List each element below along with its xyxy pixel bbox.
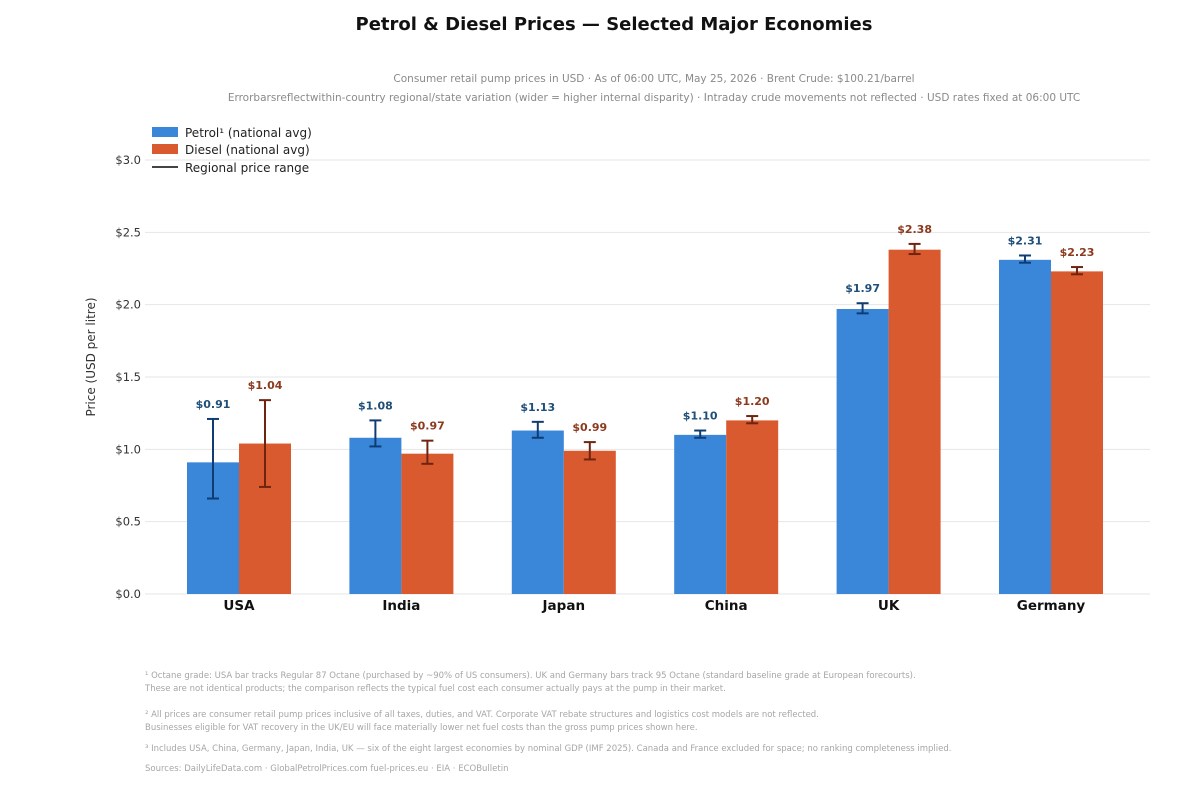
footnote-1a: ¹ Octane grade: USA bar tracks Regular 8…	[145, 671, 916, 681]
legend-swatch-diesel	[152, 144, 178, 154]
value-label: $0.91	[196, 398, 231, 411]
bar-diesel-germany	[1051, 271, 1103, 594]
y-tick-label: $3.0	[115, 153, 141, 167]
footnote-2b: Businesses eligible for VAT recovery in …	[145, 723, 698, 733]
y-axis-ticks: $0.0 $0.5 $1.0 $1.5 $2.0 $2.5 $3.0	[115, 153, 141, 601]
x-axis-categories: USA India Japan China UK Germany	[223, 598, 1085, 614]
value-label: $1.20	[735, 395, 770, 408]
legend: Petrol¹ (national avg) Diesel (national …	[152, 126, 312, 175]
chart-subtitle-line-1: Consumer retail pump prices in USD · As …	[393, 73, 915, 85]
y-tick-label: $2.5	[115, 225, 141, 239]
bar-diesel-china	[726, 420, 779, 594]
value-label: $2.31	[1008, 234, 1043, 247]
sources-line: Sources: DailyLifeData.com · GlobalPetro…	[145, 764, 509, 774]
y-tick-label: $2.0	[115, 298, 141, 312]
x-category-label: USA	[223, 598, 255, 614]
x-category-label: Germany	[1017, 598, 1086, 614]
y-axis-label: Price (USD per litre)	[84, 297, 98, 416]
bar-petrol-japan	[511, 430, 564, 594]
legend-label-range: Regional price range	[185, 161, 309, 175]
value-label: $0.97	[410, 420, 445, 433]
y-tick-label: $0.0	[115, 587, 141, 601]
bar-petrol-india	[349, 437, 402, 594]
legend-label-diesel: Diesel (national avg)	[185, 143, 310, 157]
x-category-label: Japan	[542, 598, 586, 614]
footnote-2a: ² All prices are consumer retail pump pr…	[145, 710, 819, 720]
chart-title: Petrol & Diesel Prices — Selected Major …	[355, 14, 873, 35]
y-tick-label: $1.5	[115, 370, 141, 384]
value-label: $1.97	[845, 282, 880, 295]
y-tick-label: $0.5	[115, 515, 141, 529]
x-category-label: UK	[878, 598, 900, 614]
footnote-1b: These are not identical products; the co…	[145, 684, 726, 694]
legend-label-petrol: Petrol¹ (national avg)	[185, 126, 312, 140]
value-label: $1.10	[683, 410, 718, 423]
value-label: $1.04	[248, 379, 283, 392]
value-label: $0.99	[572, 421, 607, 434]
value-label: $2.23	[1060, 246, 1095, 259]
legend-swatch-petrol	[152, 127, 178, 137]
bars: $0.91 $1.04 $1.08 $0.97 $1.13 $0.99 $1.10 $1.20…	[187, 223, 1103, 594]
x-category-label: India	[382, 598, 420, 614]
bar-petrol-uk	[836, 309, 889, 594]
value-label: $1.08	[358, 399, 393, 412]
chart-subtitle-line-2: Errorbarsreflectwithin-country regional/…	[227, 92, 1081, 104]
bar-petrol-china	[674, 434, 727, 594]
value-label: $1.13	[520, 401, 555, 414]
bar-chart: $0.0 $0.5 $1.0 $1.5 $2.0 $2.5 $3.0 Price (USD …	[84, 126, 1150, 614]
bar-diesel-india	[401, 453, 454, 594]
bar-petrol-germany	[999, 259, 1051, 594]
y-tick-label: $1.0	[115, 442, 141, 456]
grid-lines	[145, 159, 1150, 595]
x-category-label: China	[705, 598, 748, 614]
footnote-3: ³ Includes USA, China, Germany, Japan, I…	[145, 744, 952, 754]
bar-diesel-uk	[888, 249, 941, 594]
bar-diesel-japan	[563, 450, 616, 594]
value-label: $2.38	[897, 223, 932, 236]
